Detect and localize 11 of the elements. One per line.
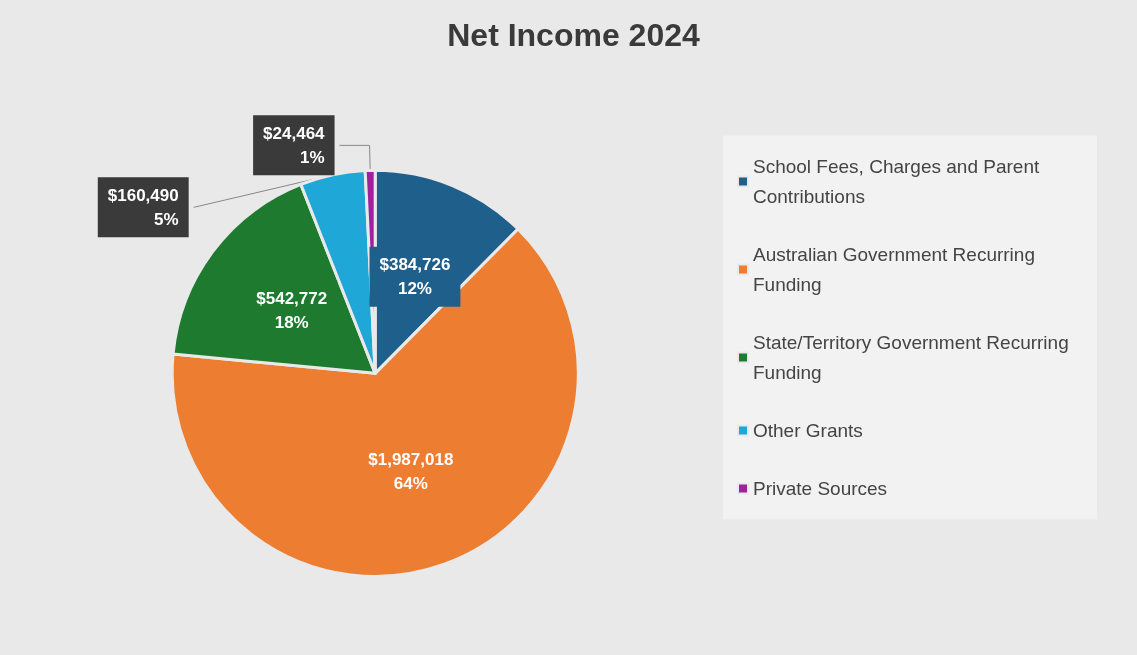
- legend-label: School Fees, Charges and Parent Contributions: [753, 156, 1045, 207]
- data-label: $384,726 12%: [379, 255, 451, 299]
- legend-label: State/Territory Government Recurring Funding: [753, 332, 1075, 383]
- data-label: $542,772 18%: [256, 288, 328, 332]
- legend-label: Australian Government Recurring Funding: [753, 244, 1041, 295]
- data-label: $24,464 1%: [263, 123, 326, 167]
- data-label: $1,987,018 64%: [368, 450, 454, 494]
- legend-label: Other Grants: [753, 420, 863, 441]
- legend-label: Private Sources: [753, 478, 888, 499]
- data-label: $160,490 5%: [107, 185, 179, 229]
- chart-title: Net Income 2024: [447, 17, 700, 53]
